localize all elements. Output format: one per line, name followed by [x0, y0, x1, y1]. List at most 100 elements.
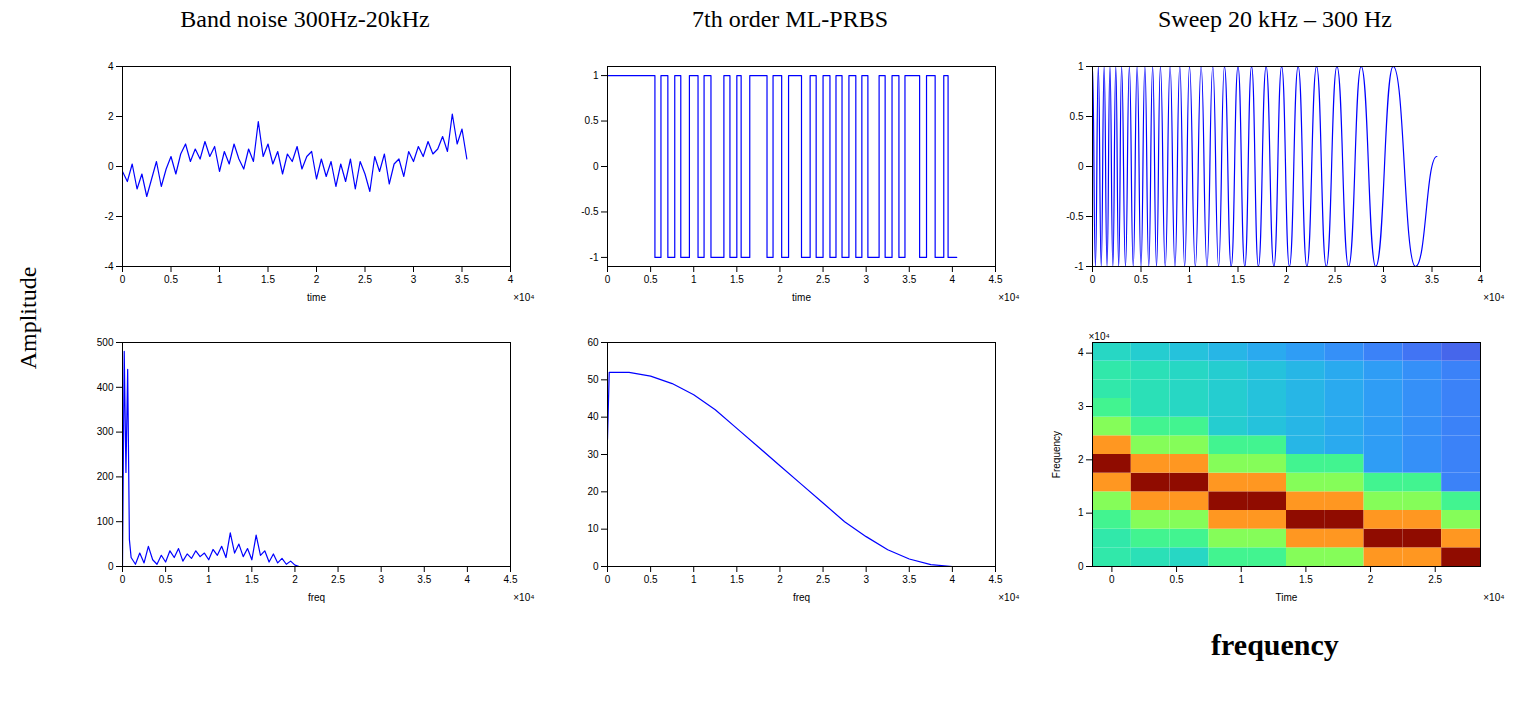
svg-text:1: 1	[1078, 61, 1084, 72]
svg-text:4: 4	[1078, 347, 1084, 358]
svg-text:0: 0	[593, 561, 599, 572]
svg-text:1: 1	[206, 574, 212, 585]
svg-text:-1: -1	[590, 252, 599, 263]
svg-text:×10⁴: ×10⁴	[998, 592, 1019, 603]
svg-text:4: 4	[465, 574, 471, 585]
svg-text:2: 2	[292, 574, 298, 585]
svg-text:2.5: 2.5	[816, 274, 830, 285]
svg-text:0.5: 0.5	[644, 274, 658, 285]
svg-text:×10⁴: ×10⁴	[513, 292, 534, 303]
svg-text:-4: -4	[105, 261, 114, 272]
svg-text:Amplitude: Amplitude	[15, 267, 41, 370]
svg-text:0: 0	[605, 274, 611, 285]
svg-text:1.5: 1.5	[261, 274, 275, 285]
svg-text:4: 4	[108, 61, 114, 72]
svg-text:1: 1	[1238, 574, 1244, 585]
svg-text:2: 2	[1368, 574, 1374, 585]
svg-text:1: 1	[1078, 507, 1084, 518]
svg-text:0: 0	[605, 574, 611, 585]
svg-text:10: 10	[587, 523, 599, 534]
svg-text:0.5: 0.5	[644, 574, 658, 585]
svg-text:1.5: 1.5	[245, 574, 259, 585]
svg-text:0: 0	[120, 274, 126, 285]
svg-text:3.5: 3.5	[902, 574, 916, 585]
svg-text:freq: freq	[308, 592, 325, 603]
svg-text:4: 4	[1478, 274, 1484, 285]
svg-text:3.5: 3.5	[902, 274, 916, 285]
svg-text:0: 0	[1090, 274, 1096, 285]
svg-text:4.5: 4.5	[989, 574, 1003, 585]
svg-text:freq: freq	[793, 592, 810, 603]
svg-text:1.5: 1.5	[730, 574, 744, 585]
svg-text:-0.5: -0.5	[1066, 211, 1084, 222]
svg-text:2: 2	[1284, 274, 1290, 285]
svg-text:time: time	[792, 292, 811, 303]
svg-text:2: 2	[777, 574, 783, 585]
svg-text:4: 4	[508, 274, 514, 285]
svg-text:×10⁴: ×10⁴	[1089, 331, 1110, 342]
svg-text:3.5: 3.5	[417, 574, 431, 585]
svg-text:×10⁴: ×10⁴	[1483, 292, 1504, 303]
svg-text:30: 30	[587, 449, 599, 460]
svg-text:3: 3	[863, 274, 869, 285]
svg-text:0.5: 0.5	[164, 274, 178, 285]
svg-text:3: 3	[1078, 401, 1084, 412]
svg-text:100: 100	[97, 516, 114, 527]
svg-text:2: 2	[108, 111, 114, 122]
svg-text:×10⁴: ×10⁴	[998, 292, 1019, 303]
svg-text:0.5: 0.5	[1134, 274, 1148, 285]
svg-text:3: 3	[411, 274, 417, 285]
svg-text:×10⁴: ×10⁴	[513, 592, 534, 603]
svg-text:1: 1	[217, 274, 223, 285]
svg-text:×10⁴: ×10⁴	[1483, 592, 1504, 603]
svg-text:0: 0	[1078, 561, 1084, 572]
svg-text:2.5: 2.5	[816, 574, 830, 585]
svg-text:2: 2	[777, 274, 783, 285]
svg-text:0.5: 0.5	[1170, 574, 1184, 585]
svg-text:2.5: 2.5	[331, 574, 345, 585]
svg-text:40: 40	[587, 411, 599, 422]
svg-text:2.5: 2.5	[1328, 274, 1342, 285]
svg-text:2.5: 2.5	[358, 274, 372, 285]
svg-text:400: 400	[97, 382, 114, 393]
svg-text:1: 1	[1187, 274, 1193, 285]
svg-text:4.5: 4.5	[989, 274, 1003, 285]
svg-text:2: 2	[1078, 454, 1084, 465]
svg-text:0: 0	[120, 574, 126, 585]
svg-text:-2: -2	[105, 211, 114, 222]
svg-text:3: 3	[1381, 274, 1387, 285]
svg-text:50: 50	[587, 374, 599, 385]
svg-text:0.5: 0.5	[585, 115, 599, 126]
svg-text:3.5: 3.5	[455, 274, 469, 285]
svg-text:4.5: 4.5	[504, 574, 518, 585]
svg-text:20: 20	[587, 486, 599, 497]
svg-text:200: 200	[97, 471, 114, 482]
svg-text:3: 3	[378, 574, 384, 585]
svg-text:0: 0	[593, 161, 599, 172]
svg-text:4: 4	[950, 274, 956, 285]
svg-text:1: 1	[691, 574, 697, 585]
svg-text:1.5: 1.5	[1299, 574, 1313, 585]
svg-text:1: 1	[691, 274, 697, 285]
svg-text:0: 0	[1109, 574, 1115, 585]
svg-text:Time: Time	[1276, 592, 1298, 603]
svg-text:time: time	[307, 292, 326, 303]
svg-text:60: 60	[587, 337, 599, 348]
svg-text:0.5: 0.5	[159, 574, 173, 585]
svg-text:3: 3	[863, 574, 869, 585]
svg-text:2.5: 2.5	[1428, 574, 1442, 585]
svg-text:0.5: 0.5	[1070, 111, 1084, 122]
svg-text:0: 0	[108, 561, 114, 572]
svg-text:Frequency: Frequency	[1051, 431, 1062, 478]
svg-text:1.5: 1.5	[730, 274, 744, 285]
svg-text:1.5: 1.5	[1231, 274, 1245, 285]
svg-text:500: 500	[97, 337, 114, 348]
svg-text:-0.5: -0.5	[581, 206, 599, 217]
svg-text:-1: -1	[1075, 261, 1084, 272]
svg-text:2: 2	[314, 274, 320, 285]
svg-text:1: 1	[593, 70, 599, 81]
svg-text:300: 300	[97, 426, 114, 437]
svg-text:3.5: 3.5	[1425, 274, 1439, 285]
svg-text:0: 0	[108, 161, 114, 172]
svg-text:0: 0	[1078, 161, 1084, 172]
